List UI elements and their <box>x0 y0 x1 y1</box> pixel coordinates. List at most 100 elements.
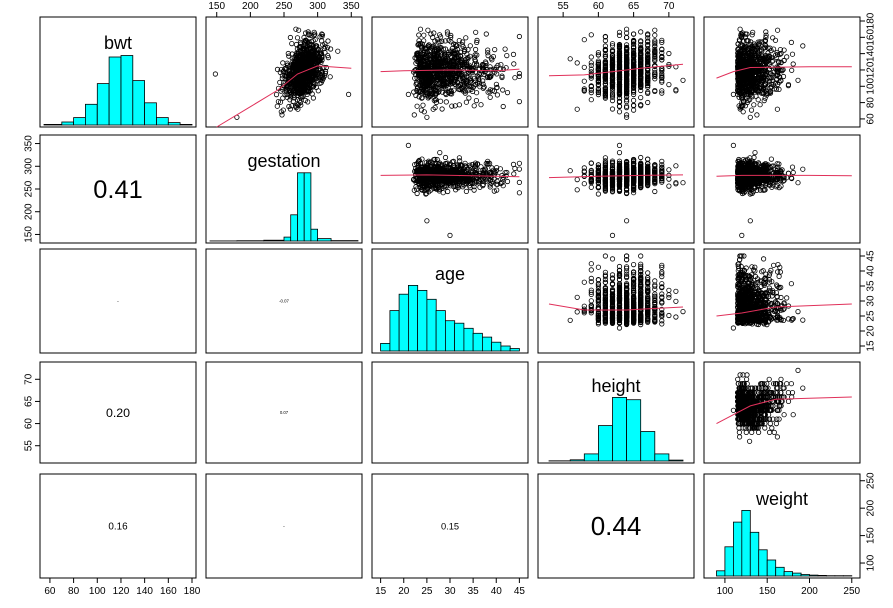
point <box>504 52 510 59</box>
point <box>588 32 594 38</box>
point <box>284 94 290 100</box>
point <box>439 106 445 112</box>
scatter-panel-bwt-vs-age <box>380 26 523 120</box>
point <box>301 43 307 49</box>
scatter-panel-gestation-vs-age <box>380 142 523 238</box>
point <box>483 31 489 37</box>
point <box>316 75 323 81</box>
point <box>322 70 328 77</box>
point <box>473 98 479 104</box>
point <box>443 99 449 105</box>
panel-3-2 <box>371 361 529 464</box>
point <box>616 150 623 156</box>
point <box>788 39 795 46</box>
point <box>440 190 446 196</box>
point <box>609 106 616 112</box>
point <box>471 103 477 109</box>
point <box>516 70 523 77</box>
point <box>498 61 504 68</box>
panel-2-0 <box>39 248 197 354</box>
scatter-panel-bwt-vs-weight <box>716 26 852 120</box>
panel-1-4 <box>703 134 861 244</box>
point <box>574 177 580 183</box>
point <box>463 99 469 105</box>
point <box>405 91 411 98</box>
panel-1-3 <box>537 134 695 244</box>
point <box>581 78 587 84</box>
point <box>295 27 302 33</box>
point <box>574 106 580 112</box>
point <box>456 102 462 108</box>
point <box>574 60 580 66</box>
point <box>289 40 295 47</box>
point <box>748 107 755 113</box>
point <box>278 88 284 94</box>
point <box>666 82 672 88</box>
point <box>305 29 311 35</box>
point <box>616 109 623 115</box>
point <box>504 90 511 96</box>
point <box>638 95 644 101</box>
point <box>414 103 420 109</box>
scatter-panel-bwt-vs-gestation <box>212 26 352 128</box>
point <box>424 218 430 224</box>
point <box>305 84 311 90</box>
panel-4-3 <box>537 473 695 579</box>
point <box>487 94 493 100</box>
point <box>308 42 314 48</box>
point <box>588 97 594 103</box>
point <box>294 35 301 41</box>
point <box>516 99 523 105</box>
point <box>212 71 218 77</box>
point <box>754 112 760 118</box>
point <box>616 32 623 39</box>
point <box>630 31 637 37</box>
point <box>652 188 658 195</box>
point <box>485 50 491 56</box>
point <box>308 32 314 39</box>
point <box>516 179 523 185</box>
point <box>502 46 508 52</box>
point <box>417 26 424 32</box>
point <box>421 32 427 38</box>
point <box>763 29 769 35</box>
panel-1-1 <box>205 134 363 244</box>
point <box>581 181 587 187</box>
point <box>567 56 573 62</box>
point <box>420 102 426 108</box>
point <box>581 64 587 70</box>
point <box>293 26 299 32</box>
point <box>516 190 523 196</box>
point <box>463 188 469 194</box>
point <box>494 92 500 98</box>
point <box>504 178 511 185</box>
point <box>411 112 417 118</box>
panel-2-3 <box>537 248 695 354</box>
panel-2-2 <box>371 248 529 354</box>
point <box>751 102 757 108</box>
point <box>510 51 517 58</box>
point <box>274 66 281 73</box>
point <box>588 60 594 66</box>
point <box>321 73 328 79</box>
point <box>280 107 286 113</box>
point <box>286 53 292 59</box>
point <box>473 90 480 96</box>
point <box>279 112 285 118</box>
panel-0-3 <box>537 16 695 128</box>
panel-2-1 <box>205 248 363 354</box>
point <box>595 191 602 197</box>
panel-1-2 <box>371 134 529 244</box>
point <box>327 74 333 80</box>
point <box>638 29 644 35</box>
point <box>306 32 312 38</box>
point <box>311 29 317 35</box>
point <box>405 142 411 148</box>
panel-3-1 <box>205 361 363 464</box>
point <box>319 31 325 37</box>
point <box>512 165 518 172</box>
point <box>297 48 303 55</box>
point <box>609 98 616 104</box>
point <box>277 79 283 86</box>
